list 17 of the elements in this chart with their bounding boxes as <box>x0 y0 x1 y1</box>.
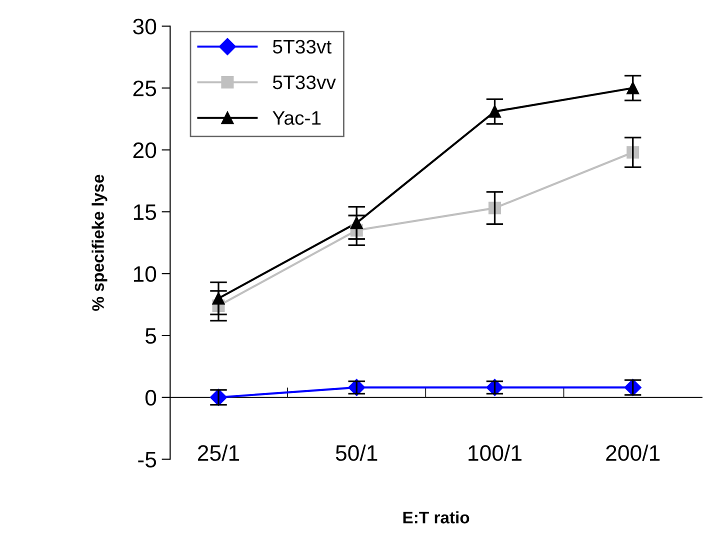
y-tick-label: 0 <box>145 390 156 406</box>
x-tick-label: 200/1 <box>606 444 660 461</box>
y-tick-label: 15 <box>134 204 156 220</box>
x-tick-label: 25/1 <box>198 444 240 461</box>
y-axis-title: % specifieke lyse <box>92 174 108 311</box>
legend-label: 5T33vt <box>272 40 332 54</box>
legend-label: Yac-1 <box>272 111 321 125</box>
y-tick-label: -5 <box>138 452 156 468</box>
y-tick-label: 5 <box>145 328 156 344</box>
x-tick-label: 100/1 <box>468 444 522 461</box>
y-tick-label: 10 <box>134 266 156 282</box>
legend-label: 5T33vv <box>272 75 336 90</box>
y-tick-label: 30 <box>133 18 156 34</box>
x-axis-title: E:T ratio <box>403 511 470 524</box>
x-tick-label: 50/1 <box>336 444 378 461</box>
y-tick-label: 20 <box>133 142 156 158</box>
y-tick-label: 25 <box>133 80 156 96</box>
